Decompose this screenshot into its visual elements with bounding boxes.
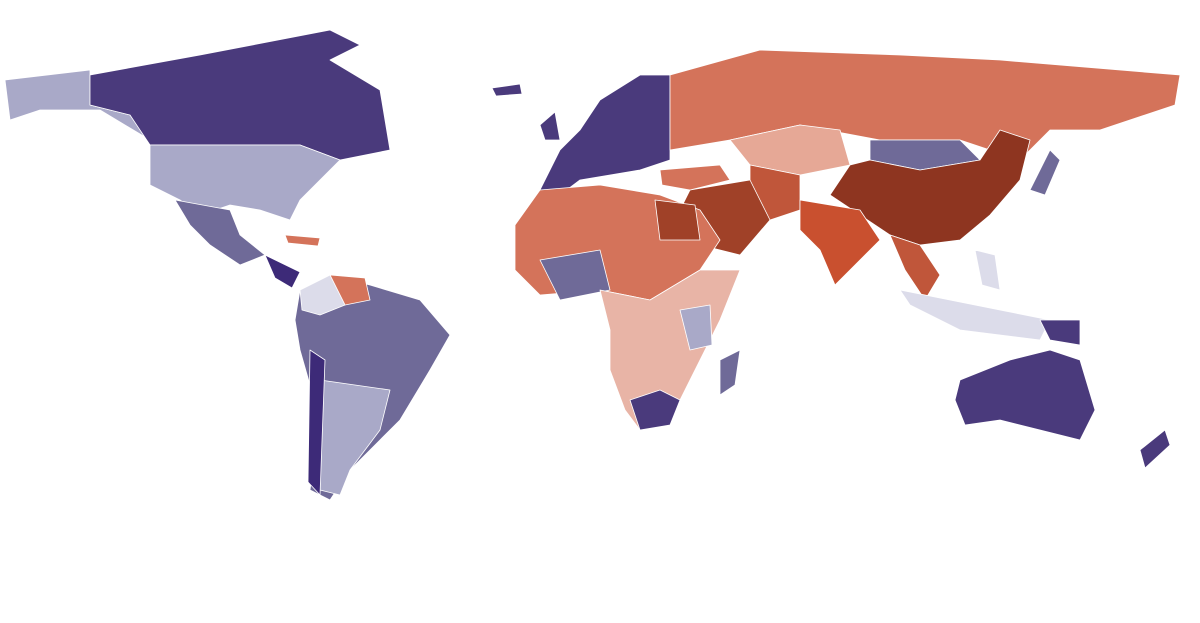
iceland [491, 83, 523, 97]
greenland-outline [359, 29, 521, 101]
canada [89, 29, 391, 161]
central-america [264, 254, 301, 289]
usa [149, 144, 341, 221]
philippines [974, 249, 1001, 291]
mexico [174, 199, 266, 266]
india [799, 199, 881, 286]
chile [307, 349, 326, 496]
southeast-asia [889, 234, 941, 301]
colombia [299, 274, 346, 316]
east-africa [679, 304, 713, 351]
uk [539, 111, 561, 141]
australia [954, 349, 1096, 441]
madagascar [719, 349, 741, 396]
turkey [659, 164, 731, 191]
caribbean [284, 234, 321, 247]
japan [1029, 149, 1061, 196]
south-africa [629, 389, 681, 431]
egypt [654, 199, 701, 241]
papua-new-guinea [1039, 319, 1081, 346]
new-zealand [1139, 429, 1171, 469]
west-africa [539, 249, 611, 301]
